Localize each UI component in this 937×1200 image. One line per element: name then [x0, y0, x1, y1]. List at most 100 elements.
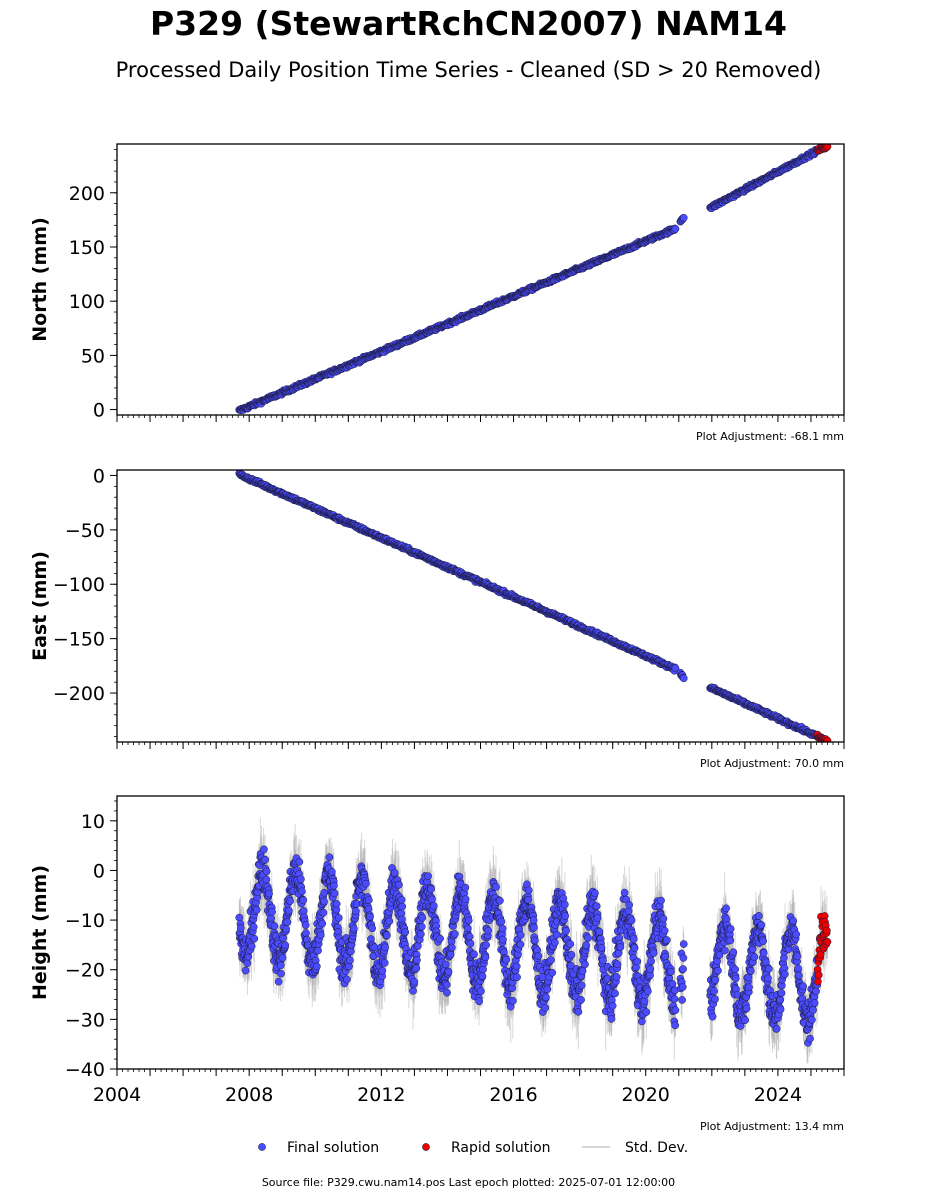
final-point — [297, 887, 306, 896]
final-point — [278, 954, 287, 962]
final-point — [299, 896, 308, 905]
final-point — [409, 986, 417, 995]
final-point — [364, 896, 373, 904]
chart-subtitle: Processed Daily Position Time Series - C… — [115, 58, 822, 82]
final-point — [446, 950, 455, 959]
final-point — [330, 881, 338, 890]
final-point — [265, 889, 273, 898]
final-point — [312, 962, 321, 971]
final-point — [671, 225, 680, 233]
final-point — [380, 959, 389, 967]
y-tick-label: 50 — [81, 345, 105, 367]
final-point — [410, 977, 419, 986]
rapid-point — [823, 736, 832, 742]
plot-area — [235, 144, 832, 415]
final-point — [397, 895, 406, 904]
final-point — [390, 868, 399, 877]
y-tick-label: −150 — [53, 629, 105, 651]
data-points — [235, 144, 832, 415]
final-point — [268, 907, 276, 916]
final-point — [401, 928, 410, 936]
y-tick-label: 200 — [69, 183, 105, 205]
final-point — [330, 889, 339, 898]
data-points — [235, 845, 832, 1047]
final-point — [441, 960, 450, 969]
final-point — [398, 902, 407, 911]
final-point — [679, 674, 688, 683]
y-tick-label: 100 — [69, 291, 105, 313]
final-point — [368, 924, 376, 933]
final-point — [270, 922, 279, 930]
final-point — [442, 980, 451, 989]
final-point — [299, 907, 308, 915]
y-axis-label: East (mm) — [29, 551, 51, 661]
final-point — [301, 921, 310, 929]
final-point — [416, 930, 425, 938]
plot-adjustment-label: Plot Adjustment: -68.1 mm — [696, 430, 844, 443]
final-point — [286, 897, 294, 905]
final-point — [424, 872, 432, 881]
final-point — [671, 664, 680, 673]
final-point — [274, 977, 283, 986]
final-point — [247, 942, 256, 951]
axes-frame — [116, 143, 845, 416]
final-point — [295, 858, 304, 866]
final-point — [297, 875, 305, 884]
y-tick-label: −50 — [65, 520, 105, 542]
final-point — [429, 902, 438, 910]
final-point — [352, 907, 360, 915]
final-point — [334, 914, 343, 922]
final-point — [412, 964, 421, 973]
y-axis-label: North (mm) — [29, 217, 51, 342]
final-point — [450, 930, 459, 938]
final-point — [235, 913, 244, 922]
final-point — [250, 934, 259, 943]
final-point — [314, 946, 322, 955]
final-point — [349, 924, 358, 933]
chart-title: P329 (StewartRchCN2007) NAM14 — [149, 4, 787, 43]
final-point — [443, 988, 451, 997]
final-point — [447, 943, 456, 952]
final-point — [328, 867, 336, 876]
final-point — [281, 941, 290, 950]
final-point — [343, 975, 351, 984]
y-tick-label: 150 — [69, 237, 105, 259]
y-tick-label: 0 — [93, 400, 105, 422]
final-point — [383, 931, 391, 940]
plot-adjustment-label: Plot Adjustment: 70.0 mm — [700, 757, 844, 770]
panel-0: 0 50 100 150 200 North (mm) Plot Adjustment: -… — [29, 143, 845, 443]
final-point — [417, 922, 426, 931]
final-point — [320, 897, 328, 906]
final-point — [283, 918, 292, 927]
plot-area — [235, 817, 832, 1065]
final-point — [261, 855, 269, 864]
final-point — [325, 853, 334, 862]
y-tick-label: 0 — [93, 465, 105, 487]
final-point — [346, 947, 355, 956]
final-point — [318, 919, 327, 928]
plot-area — [235, 470, 832, 742]
final-point — [320, 888, 329, 897]
final-point — [262, 875, 271, 884]
final-point — [252, 906, 261, 914]
final-point — [428, 895, 436, 904]
final-point — [366, 912, 374, 921]
final-point — [249, 923, 258, 931]
final-point — [285, 906, 293, 915]
final-point — [277, 969, 285, 978]
final-point — [260, 845, 268, 854]
rapid-point — [823, 144, 832, 151]
final-point — [236, 924, 245, 932]
final-point — [282, 925, 291, 933]
final-point — [302, 929, 310, 937]
final-point — [316, 931, 325, 939]
final-point — [241, 966, 250, 975]
y-tick-label: −200 — [53, 683, 105, 705]
final-point — [361, 879, 370, 888]
final-point — [679, 213, 688, 222]
final-point — [262, 867, 271, 876]
y-tick-label: −100 — [53, 574, 105, 596]
